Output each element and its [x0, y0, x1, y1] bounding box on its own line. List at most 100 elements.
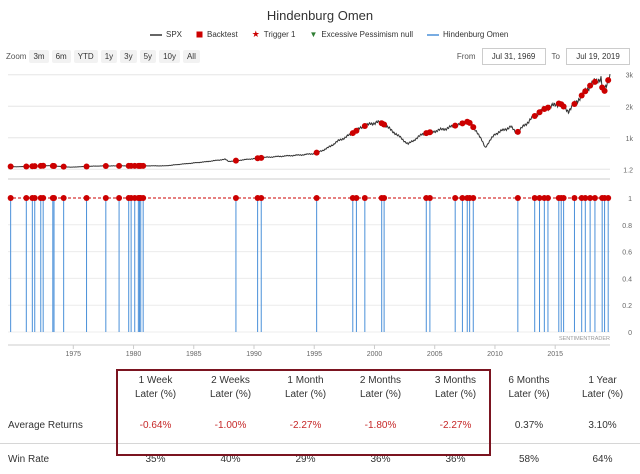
- omen-signal-marker[interactable]: [233, 195, 239, 201]
- omen-signal-marker[interactable]: [427, 195, 433, 201]
- table-cell: 40%: [193, 444, 268, 474]
- signal-marker[interactable]: [314, 150, 320, 156]
- signal-marker[interactable]: [258, 155, 264, 161]
- omen-signal-marker[interactable]: [452, 195, 458, 201]
- table-cell: -1.80%: [343, 408, 418, 444]
- omen-signal-marker[interactable]: [258, 195, 264, 201]
- x-tick-label: 2010: [487, 351, 503, 358]
- y-tick-label: 0.4: [622, 276, 632, 283]
- table-cell: 36%: [418, 444, 493, 474]
- omen-signal-marker[interactable]: [545, 195, 551, 201]
- omen-signal-marker[interactable]: [140, 195, 146, 201]
- table-cell: -1.00%: [193, 408, 268, 444]
- omen-signal-marker[interactable]: [381, 195, 387, 201]
- omen-signal-marker[interactable]: [561, 195, 567, 201]
- signal-marker[interactable]: [571, 101, 577, 107]
- omen-signal-marker[interactable]: [592, 195, 598, 201]
- signal-marker[interactable]: [545, 105, 551, 111]
- signal-marker[interactable]: [532, 113, 538, 119]
- signal-marker[interactable]: [592, 79, 598, 85]
- table-cell: 29%: [268, 444, 343, 474]
- omen-signal-marker[interactable]: [23, 195, 29, 201]
- signal-marker[interactable]: [515, 129, 521, 135]
- y-tick-label: 3k: [626, 73, 634, 80]
- x-tick-label: 1990: [246, 351, 262, 358]
- y-tick-label: 1.2: [623, 167, 633, 174]
- spx-line: [8, 74, 610, 167]
- signal-marker[interactable]: [140, 163, 146, 169]
- signal-marker[interactable]: [51, 163, 57, 169]
- omen-signal-marker[interactable]: [51, 195, 57, 201]
- signal-marker[interactable]: [23, 163, 29, 169]
- signal-marker[interactable]: [427, 129, 433, 135]
- omen-signal-marker[interactable]: [515, 195, 521, 201]
- x-tick-label: 1975: [66, 351, 82, 358]
- omen-signal-marker[interactable]: [61, 195, 67, 201]
- signal-marker[interactable]: [362, 123, 368, 129]
- omen-signal-marker[interactable]: [470, 195, 476, 201]
- table-row-win-rate: Win Rate 35% 40% 29% 36% 36% 58% 64%: [0, 444, 640, 474]
- signal-marker[interactable]: [116, 163, 122, 169]
- signal-marker[interactable]: [605, 77, 611, 83]
- omen-signal-marker[interactable]: [103, 195, 109, 201]
- omen-signal-marker[interactable]: [40, 195, 46, 201]
- table-cell: 64%: [565, 444, 640, 474]
- y-tick-label: 2k: [626, 104, 634, 111]
- omen-signal-marker[interactable]: [571, 195, 577, 201]
- price-panel: 3k 2k 1k 1.2: [8, 73, 634, 179]
- y-tick-label: 0: [628, 330, 632, 337]
- table-cell: 35%: [118, 444, 193, 474]
- signal-marker[interactable]: [40, 163, 46, 169]
- omen-signal-marker[interactable]: [8, 195, 14, 201]
- y-tick-label: 0.8: [622, 223, 632, 230]
- signal-marker[interactable]: [381, 122, 387, 128]
- signal-marker[interactable]: [32, 163, 38, 169]
- signal-marker[interactable]: [470, 124, 476, 130]
- table-cell: -0.64%: [118, 408, 193, 444]
- x-tick-label: 2015: [547, 351, 563, 358]
- y-tick-label: 1k: [626, 136, 634, 143]
- x-tick-label: 1985: [186, 351, 202, 358]
- signal-marker[interactable]: [8, 163, 14, 169]
- signal-marker[interactable]: [587, 83, 593, 89]
- watermark: SENTIMENTRADER: [559, 336, 610, 342]
- signal-marker[interactable]: [582, 88, 588, 94]
- signal-marker[interactable]: [61, 164, 67, 170]
- omen-signal-marker[interactable]: [32, 195, 38, 201]
- table-cell: 36%: [343, 444, 418, 474]
- signal-marker[interactable]: [452, 123, 458, 129]
- signal-marker[interactable]: [602, 88, 608, 94]
- omen-signal-marker[interactable]: [314, 195, 320, 201]
- table-cell: -2.27%: [418, 408, 493, 444]
- omen-signal-marker[interactable]: [362, 195, 368, 201]
- omen-signal-marker[interactable]: [353, 195, 359, 201]
- omen-signal-marker[interactable]: [84, 195, 90, 201]
- signal-marker[interactable]: [353, 128, 359, 134]
- x-tick-label: 1995: [306, 351, 322, 358]
- omen-signal-marker[interactable]: [116, 195, 122, 201]
- table-cell: 3.10%: [565, 408, 640, 444]
- signal-marker[interactable]: [103, 163, 109, 169]
- omen-signal-marker[interactable]: [605, 195, 611, 201]
- x-tick-label: 2005: [427, 351, 443, 358]
- table-cell: 0.37%: [493, 408, 565, 444]
- header-empty-cell: [0, 368, 118, 408]
- table-row-average-returns: Average Returns -0.64% -1.00% -2.27% -1.…: [0, 408, 640, 444]
- y-tick-label: 1: [628, 196, 632, 203]
- x-tick-label: 1980: [126, 351, 142, 358]
- signal-marker[interactable]: [84, 163, 90, 169]
- signal-marker[interactable]: [233, 158, 239, 164]
- table-cell: -2.27%: [268, 408, 343, 444]
- signal-marker[interactable]: [561, 103, 567, 109]
- y-tick-label: 0.6: [622, 250, 632, 257]
